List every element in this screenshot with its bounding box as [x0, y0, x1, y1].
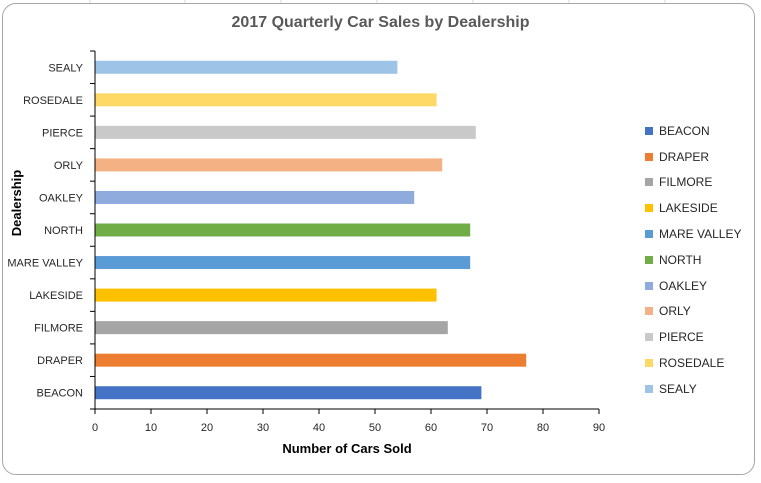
bar-oakley — [95, 190, 415, 204]
legend-label: ROSEDALE — [659, 356, 725, 371]
y-axis-title: Dealership — [9, 170, 24, 237]
y-tick-label: OAKLEY — [39, 192, 84, 204]
legend-swatch — [645, 126, 653, 135]
y-tick-label: LAKESIDE — [29, 290, 83, 302]
y-tick-label: ROSEDALE — [23, 95, 83, 107]
bar-draper — [95, 353, 527, 367]
x-tick-label: 80 — [537, 422, 549, 434]
legend-swatch — [645, 204, 653, 213]
legend-swatch — [645, 230, 653, 239]
y-tick-label: BEACON — [37, 388, 84, 400]
x-tick-label: 30 — [257, 422, 269, 434]
x-tick-label: 0 — [92, 422, 98, 434]
legend-item-north: NORTH — [645, 247, 741, 273]
x-tick-label: 50 — [369, 422, 381, 434]
y-tick-label: NORTH — [44, 225, 83, 237]
bar-beacon — [95, 386, 482, 400]
legend-item-sealy: SEALY — [645, 376, 741, 402]
legend-label: DRAPER — [659, 149, 710, 164]
bars-group — [95, 60, 527, 400]
legend-item-rosedale: ROSEDALE — [645, 350, 741, 376]
legend-item-beacon: BEACON — [645, 118, 741, 144]
legend-label: MARE VALLEY — [659, 227, 742, 242]
legend-item-mare-valley: MARE VALLEY — [645, 221, 741, 247]
bar-north — [95, 223, 471, 237]
legend-swatch — [645, 307, 653, 316]
x-tick-label: 10 — [145, 422, 157, 434]
legend-label: BEACON — [659, 123, 710, 138]
legend-item-orly: ORLY — [645, 299, 741, 325]
bar-rosedale — [95, 93, 437, 107]
bar-mare-valley — [95, 256, 471, 270]
legend-item-oakley: OAKLEY — [645, 273, 741, 299]
bar-sealy — [95, 60, 398, 74]
legend-swatch — [645, 359, 653, 368]
x-axis-title: Number of Cars Sold — [282, 441, 411, 456]
y-tick-label: SEALY — [48, 62, 83, 74]
legend-label: FILMORE — [659, 175, 713, 190]
y-axis: BEACON DRAPER FILMORE LAKESIDE MARE VALLEY NO… — [7, 50, 96, 410]
legend-label: PIERCE — [659, 330, 704, 345]
x-tick-label: 90 — [593, 422, 605, 434]
legend-item-lakeside: LAKESIDE — [645, 195, 741, 221]
legend-swatch — [645, 333, 653, 342]
legend-swatch — [645, 255, 653, 264]
legend: BEACON DRAPER FILMORE LAKESIDE MARE VALLEY NO… — [645, 118, 741, 402]
bar-pierce — [95, 125, 476, 139]
x-axis: 0 10 20 30 40 50 60 70 80 90 — [92, 408, 605, 434]
x-tick-label: 20 — [201, 422, 213, 434]
legend-swatch — [645, 384, 653, 393]
bar-orly — [95, 158, 443, 172]
y-tick-label: FILMORE — [34, 323, 83, 335]
legend-label: OAKLEY — [659, 278, 708, 293]
x-tick-label: 40 — [313, 422, 325, 434]
legend-label: SEALY — [659, 381, 697, 396]
legend-swatch — [645, 152, 653, 161]
legend-item-pierce: PIERCE — [645, 324, 741, 350]
chart-title: 2017 Quarterly Car Sales by Dealership — [231, 14, 530, 31]
y-tick-label: ORLY — [54, 160, 84, 172]
legend-swatch — [645, 178, 653, 187]
y-tick-label: MARE VALLEY — [7, 258, 83, 270]
legend-item-filmore: FILMORE — [645, 170, 741, 196]
y-tick-label: DRAPER — [37, 355, 83, 367]
y-tick-label: PIERCE — [42, 127, 83, 139]
legend-item-draper: DRAPER — [645, 144, 741, 170]
x-tick-label: 60 — [425, 422, 437, 434]
legend-label: LAKESIDE — [659, 201, 718, 216]
legend-label: ORLY — [659, 304, 691, 319]
bar-lakeside — [95, 288, 437, 302]
legend-swatch — [645, 281, 653, 290]
legend-label: NORTH — [659, 252, 702, 267]
bar-filmore — [95, 321, 448, 335]
x-tick-label: 70 — [481, 422, 493, 434]
